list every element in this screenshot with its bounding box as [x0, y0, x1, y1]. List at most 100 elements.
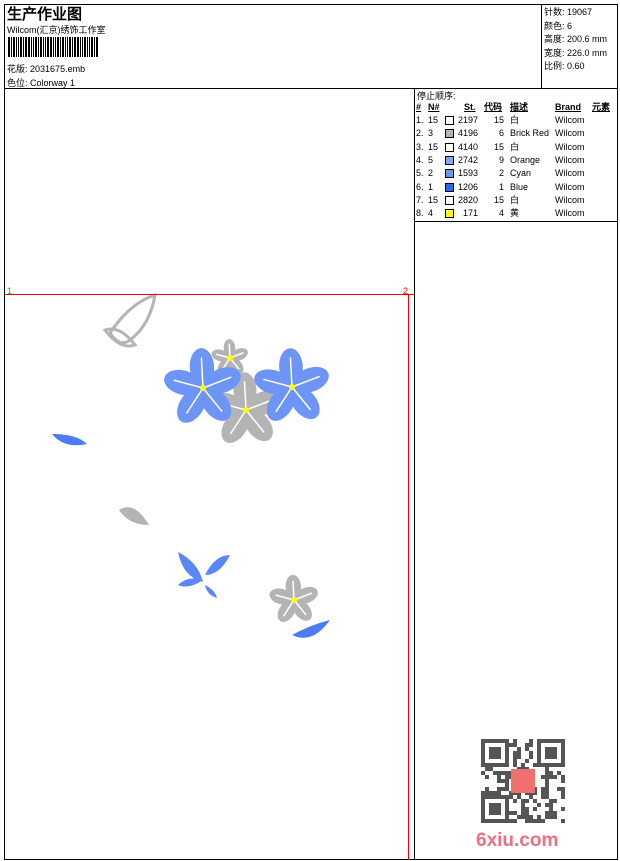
barcode-bar: [65, 37, 66, 57]
barcode-bar: [77, 37, 79, 57]
blue-flower-left: [164, 348, 241, 423]
seal-stamp: [511, 769, 535, 793]
color-code: 2: [498, 168, 504, 179]
barcode-bar: [28, 37, 30, 57]
brand: Wilcom: [555, 168, 585, 179]
flower-center: [291, 597, 297, 603]
barcode-bar: [35, 37, 37, 57]
barcode-bar: [87, 37, 88, 57]
color-code: 1: [498, 181, 504, 192]
flower-center: [227, 355, 233, 361]
barcode-bar: [8, 37, 10, 57]
gray-petal: [119, 507, 149, 525]
barcode-bar: [33, 37, 34, 57]
stitch-count: 4196: [457, 128, 478, 139]
needle-number: 15: [428, 115, 439, 125]
stitch-count: 2742: [457, 154, 478, 165]
color-code: 15: [493, 141, 504, 152]
color-code: 6: [498, 128, 504, 139]
table-row: 6. 1 1206 1 Blue Wilcom: [414, 181, 618, 194]
design-value: 2031675.emb: [30, 64, 86, 74]
color-swatch: [445, 195, 454, 205]
design-file: 花版: 2031675.emb: [7, 62, 85, 75]
table-row: 5. 2 1593 2 Cyan Wilcom: [414, 167, 618, 180]
needle-number: 2: [428, 168, 434, 179]
color-swatch: [445, 169, 454, 179]
needle-number: 1: [428, 181, 434, 192]
color-description: Brick Red: [510, 128, 550, 139]
row-index: 4.: [416, 154, 424, 165]
barcode-bar: [18, 37, 19, 57]
color-code: 15: [493, 194, 504, 205]
row-index: 2.: [416, 128, 424, 139]
watermark-logo: 6xiu.com: [476, 830, 559, 851]
info-label: 比例:: [544, 61, 565, 71]
row-index: 8.: [416, 208, 424, 219]
color-code: 9: [498, 154, 504, 165]
barcode-bar: [60, 37, 61, 57]
colorway-value: Colorway 1: [30, 78, 76, 88]
info-row: 高度: 200.6 mm: [544, 33, 618, 47]
right-panel: [414, 88, 618, 860]
row-index: 3.: [416, 141, 424, 152]
barcode-bar: [82, 37, 83, 57]
info-value: 19067: [567, 7, 593, 17]
blue-flower-right: [254, 348, 329, 421]
table-row: 4. 5 2742 9 Orange Wilcom: [414, 154, 618, 167]
info-row: 针数: 19067: [544, 6, 618, 20]
brand: Wilcom: [555, 115, 585, 125]
blue-petal-bottom: [292, 620, 330, 638]
barcode-bar: [94, 37, 95, 57]
brand: Wilcom: [555, 208, 585, 219]
barcode-bar: [23, 37, 24, 57]
colorway-label: 色位:: [7, 78, 28, 88]
barcode-bar: [31, 37, 32, 57]
gray-flower-bottom: [269, 574, 318, 622]
brand: Wilcom: [555, 181, 585, 192]
barcode-bar: [20, 37, 22, 57]
company-name: Wilcom(汇京)绣饰工作室: [7, 25, 106, 35]
qr-code: [481, 739, 565, 823]
info-label: 高度:: [544, 34, 565, 44]
barcode-bar: [62, 37, 64, 57]
barcode: [8, 37, 141, 57]
info-row: 比例: 0.60: [544, 60, 618, 74]
table-row: 7. 15 2820 15 白 Wilcom: [414, 194, 618, 207]
barcode-bar: [74, 37, 76, 57]
barcode-bar: [47, 37, 49, 57]
flower-center: [200, 385, 206, 391]
table-row: 1. 15 2197 15 白 Wilcom: [414, 114, 618, 127]
info-value: 0.60: [567, 61, 585, 71]
column-header: 描述: [510, 102, 529, 112]
color-swatch: [445, 182, 454, 192]
color-swatch: [445, 155, 454, 165]
info-row: 宽度: 226.0 mm: [544, 47, 618, 61]
stitch-count: 2820: [457, 194, 478, 205]
barcode-bar: [80, 37, 81, 57]
barcode-bar: [53, 37, 54, 57]
stop-sequence-table: 停止顺序: # N# St. 代码 描述 Brand 元素 1. 15 2197 15 白 W…: [414, 88, 618, 222]
color-code: 4: [498, 208, 504, 219]
row-index: 1.: [416, 115, 424, 125]
info-value: 6: [567, 20, 573, 31]
color-code: 15: [493, 115, 504, 125]
color-description: Blue: [510, 181, 529, 192]
needle-number: 4: [428, 208, 434, 219]
column-header: St.: [464, 102, 476, 112]
needle-number: 5: [428, 154, 434, 165]
gray-leaf-outline: [102, 292, 157, 348]
end-guide-line: [408, 294, 409, 860]
start-marker: 1: [7, 286, 13, 296]
barcode-bar: [45, 37, 46, 57]
barcode-bar: [40, 37, 42, 57]
needle-number: 3: [428, 128, 434, 139]
barcode-bar: [57, 37, 59, 57]
stitch-count: 1593: [457, 168, 478, 179]
row-index: 5.: [416, 168, 424, 179]
barcode-bar: [11, 37, 12, 57]
start-guide-line: [5, 294, 414, 295]
table-row: 8. 4 171 4 黄 Wilcom: [414, 207, 618, 220]
color-description: Orange: [510, 154, 541, 165]
barcode-bar: [84, 37, 86, 57]
brand: Wilcom: [555, 154, 585, 165]
